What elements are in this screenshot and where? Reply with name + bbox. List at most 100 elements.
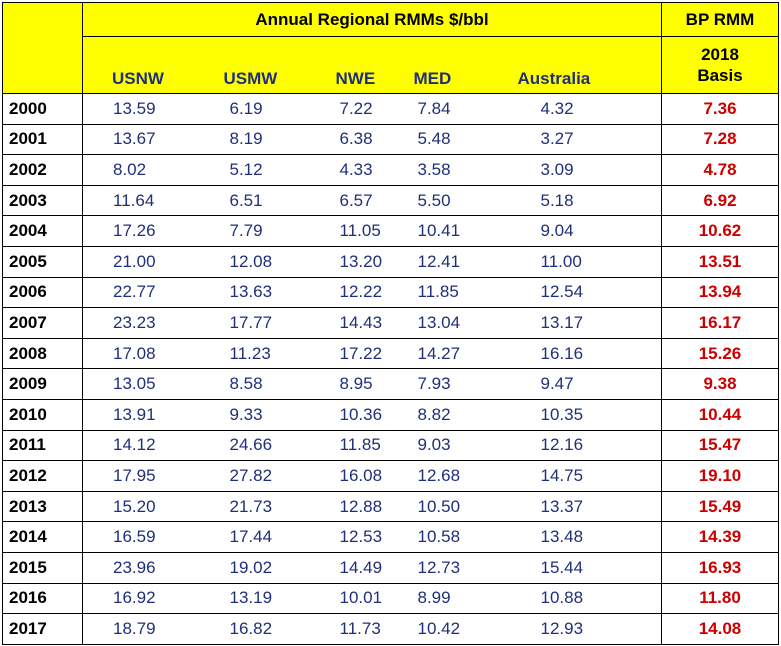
aus-cell: 9.04 <box>496 215 662 247</box>
usmw-cell: 6.51 <box>202 184 314 217</box>
bp-rmm-cell: 7.28 <box>661 123 779 156</box>
usnw-cell: 21.00 <box>82 245 203 278</box>
med-cell: 10.41 <box>409 215 497 247</box>
med-cell: 11.85 <box>409 276 497 309</box>
table-row: 2010 13.91 9.33 10.36 8.82 10.35 10.44 <box>2 398 779 431</box>
group-title: Annual Regional RMMs $/bbl <box>82 2 662 37</box>
med-cell: 10.50 <box>409 490 497 523</box>
table-body: 2000 13.59 6.19 7.22 7.84 4.32 7.36 2001 13.67 8.… <box>2 93 779 645</box>
bp-rmm-cell: 19.10 <box>661 460 779 492</box>
usnw-cell: 13.67 <box>82 123 203 156</box>
nwe-cell: 12.53 <box>313 521 410 553</box>
aus-cell: 9.47 <box>496 368 662 400</box>
nwe-cell: 10.01 <box>313 582 410 615</box>
med-cell: 3.58 <box>409 154 497 186</box>
aus-cell: 3.09 <box>496 154 662 186</box>
nwe-cell: 8.95 <box>313 368 410 400</box>
bp-basis-year: 2018 <box>701 45 739 64</box>
usnw-cell: 16.59 <box>82 521 203 553</box>
usmw-cell: 8.58 <box>202 368 314 400</box>
usnw-cell: 18.79 <box>82 613 203 645</box>
med-cell: 12.68 <box>409 460 497 492</box>
bp-rmm-cell: 15.26 <box>661 337 779 370</box>
year-cell: 2013 <box>2 490 83 523</box>
nwe-cell: 11.73 <box>313 613 410 645</box>
corner-cell <box>2 2 83 94</box>
usnw-cell: 13.59 <box>82 93 203 125</box>
nwe-cell: 6.38 <box>313 123 410 156</box>
year-cell: 2012 <box>2 460 83 492</box>
nwe-cell: 12.22 <box>313 276 410 309</box>
year-cell: 2005 <box>2 245 83 278</box>
bp-rmm-cell: 16.17 <box>661 307 779 339</box>
table-row: 2012 17.95 27.82 16.08 12.68 14.75 19.10 <box>2 460 779 492</box>
table-row: 2011 14.12 24.66 11.85 9.03 12.16 15.47 <box>2 429 779 462</box>
table-row: 2016 16.92 13.19 10.01 8.99 10.88 11.80 <box>2 582 779 615</box>
table-row: 2004 17.26 7.79 11.05 10.41 9.04 10.62 <box>2 215 779 247</box>
nwe-cell: 4.33 <box>313 154 410 186</box>
aus-cell: 13.48 <box>496 521 662 553</box>
med-cell: 12.73 <box>409 551 497 584</box>
aus-cell: 10.35 <box>496 398 662 431</box>
usnw-cell: 22.77 <box>82 276 203 309</box>
aus-cell: 15.44 <box>496 551 662 584</box>
usnw-cell: 17.08 <box>82 337 203 370</box>
table-row: 2003 11.64 6.51 6.57 5.50 5.18 6.92 <box>2 184 779 217</box>
year-cell: 2010 <box>2 398 83 431</box>
year-cell: 2017 <box>2 613 83 645</box>
aus-cell: 4.32 <box>496 93 662 125</box>
bp-rmm-cell: 6.92 <box>661 184 779 217</box>
table-row: 2013 15.20 21.73 12.88 10.50 13.37 15.49 <box>2 490 779 523</box>
med-cell: 12.41 <box>409 245 497 278</box>
med-cell: 8.82 <box>409 398 497 431</box>
table-row: 2002 8.02 5.12 4.33 3.58 3.09 4.78 <box>2 154 779 186</box>
year-cell: 2009 <box>2 368 83 400</box>
bp-rmm-cell: 14.08 <box>661 613 779 645</box>
med-cell: 10.58 <box>409 521 497 553</box>
usmw-cell: 17.77 <box>202 307 314 339</box>
bp-rmm-cell: 10.62 <box>661 215 779 247</box>
column-header-med: MED <box>409 36 497 94</box>
med-cell: 14.27 <box>409 337 497 370</box>
bp-rmm-cell: 16.93 <box>661 551 779 584</box>
usmw-cell: 7.79 <box>202 215 314 247</box>
aus-cell: 10.88 <box>496 582 662 615</box>
usnw-cell: 14.12 <box>82 429 203 462</box>
nwe-cell: 16.08 <box>313 460 410 492</box>
usmw-cell: 21.73 <box>202 490 314 523</box>
usmw-cell: 16.82 <box>202 613 314 645</box>
usmw-cell: 8.19 <box>202 123 314 156</box>
table-row: 2006 22.77 13.63 12.22 11.85 12.54 13.94 <box>2 276 779 309</box>
year-cell: 2016 <box>2 582 83 615</box>
year-cell: 2008 <box>2 337 83 370</box>
bp-basis-label: Basis <box>697 66 743 85</box>
med-cell: 8.99 <box>409 582 497 615</box>
usnw-cell: 23.23 <box>82 307 203 339</box>
usmw-cell: 12.08 <box>202 245 314 278</box>
usnw-cell: 13.05 <box>82 368 203 400</box>
aus-cell: 13.17 <box>496 307 662 339</box>
table-row: 2014 16.59 17.44 12.53 10.58 13.48 14.39 <box>2 521 779 553</box>
year-cell: 2001 <box>2 123 83 156</box>
usnw-cell: 17.95 <box>82 460 203 492</box>
year-cell: 2000 <box>2 93 83 125</box>
column-header-nwe: NWE <box>313 36 410 94</box>
aus-cell: 13.37 <box>496 490 662 523</box>
usmw-cell: 13.19 <box>202 582 314 615</box>
aus-cell: 12.93 <box>496 613 662 645</box>
med-cell: 5.48 <box>409 123 497 156</box>
bp-rmm-cell: 14.39 <box>661 521 779 553</box>
table-row: 2015 23.96 19.02 14.49 12.73 15.44 16.93 <box>2 551 779 584</box>
usnw-cell: 23.96 <box>82 551 203 584</box>
aus-cell: 14.75 <box>496 460 662 492</box>
usnw-cell: 17.26 <box>82 215 203 247</box>
column-header-usnw: USNW <box>82 36 203 94</box>
med-cell: 13.04 <box>409 307 497 339</box>
usnw-cell: 11.64 <box>82 184 203 217</box>
year-cell: 2015 <box>2 551 83 584</box>
column-header-australia: Australia <box>496 36 662 94</box>
header-row-columns: USNW USMW NWE MED Australia 2018 Basis <box>3 36 779 94</box>
nwe-cell: 17.22 <box>313 337 410 370</box>
nwe-cell: 14.43 <box>313 307 410 339</box>
usnw-cell: 8.02 <box>82 154 203 186</box>
